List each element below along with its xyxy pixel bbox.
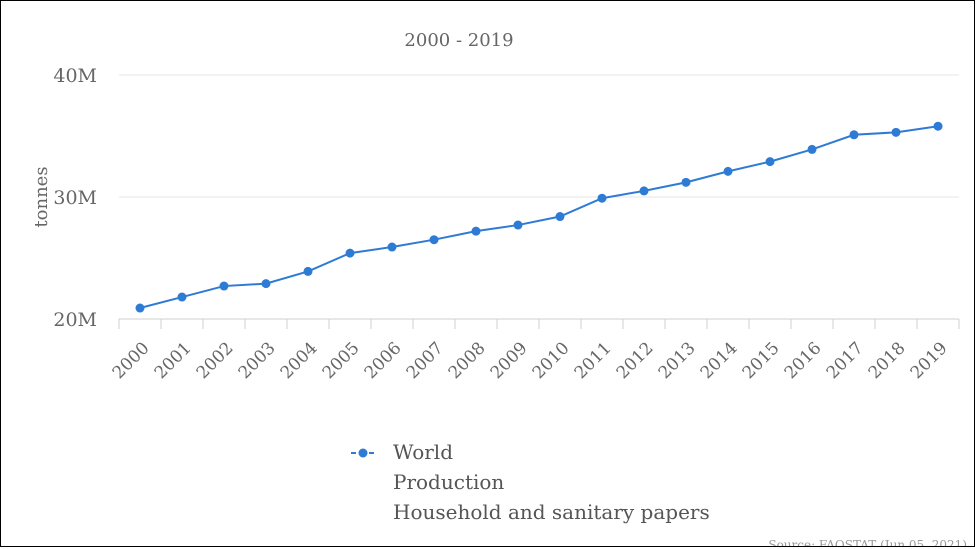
x-tick-label: 2005 (319, 338, 364, 383)
data-point[interactable] (135, 303, 145, 313)
x-tick-label: 2002 (193, 338, 238, 383)
x-tick-label: 2014 (697, 338, 742, 383)
data-point[interactable] (219, 281, 229, 291)
legend-marker-icon (358, 448, 368, 458)
data-point[interactable] (555, 212, 565, 222)
x-tick-label: 2006 (361, 338, 406, 383)
x-tick-label: 2017 (823, 338, 868, 383)
data-point[interactable] (261, 279, 271, 289)
x-tick-label: 2012 (613, 338, 658, 383)
data-point[interactable] (891, 127, 901, 137)
x-tick-label: 2019 (907, 338, 952, 383)
data-point[interactable] (639, 186, 649, 196)
y-axis-ticks: 20M 30M 40M (53, 65, 97, 331)
x-tick-label: 2001 (151, 338, 196, 383)
x-tick-label: 2010 (529, 338, 574, 383)
x-tick-label: 2015 (739, 338, 784, 383)
y-tick-label: 40M (53, 65, 97, 87)
data-point[interactable] (849, 130, 859, 140)
x-tick-label: 2007 (403, 338, 448, 383)
data-point[interactable] (177, 292, 187, 302)
legend[interactable]: World Production Household and sanitary … (351, 440, 710, 524)
data-point[interactable] (681, 177, 691, 187)
series-line-world[interactable] (139, 125, 939, 309)
y-tick-label: 20M (53, 309, 97, 331)
data-point[interactable] (471, 226, 481, 236)
y-tick-label: 30M (53, 187, 97, 209)
x-tick-label: 2009 (487, 338, 532, 383)
data-point[interactable] (387, 242, 397, 252)
x-tick-label: 2004 (277, 338, 322, 383)
data-point[interactable] (429, 235, 439, 245)
data-point[interactable] (765, 157, 775, 167)
chart-subtitle: 2000 - 2019 (404, 30, 513, 51)
legend-item: Household and sanitary papers (393, 500, 710, 524)
data-point[interactable] (807, 144, 817, 154)
data-point[interactable] (597, 193, 607, 203)
x-tick-label: 2008 (445, 338, 490, 383)
x-axis-ticks: 2000200120022003200420052006200720082009… (109, 319, 960, 383)
data-point[interactable] (513, 220, 523, 230)
x-tick-label: 2016 (781, 338, 826, 383)
data-point[interactable] (303, 266, 313, 276)
data-point[interactable] (933, 121, 943, 131)
x-tick-label: 2000 (109, 338, 154, 383)
x-tick-label: 2011 (571, 338, 616, 383)
legend-element: Production (393, 470, 504, 494)
x-tick-label: 2013 (655, 338, 700, 383)
legend-series-name: World (393, 440, 453, 464)
x-tick-label: 2018 (865, 338, 910, 383)
source-note[interactable]: Source: FAOSTAT (Jun 05, 2021) (768, 538, 967, 547)
data-point[interactable] (723, 166, 733, 176)
gridlines (119, 74, 959, 320)
x-tick-label: 2003 (235, 338, 280, 383)
y-axis-label: tonnes (31, 166, 52, 227)
data-point[interactable] (345, 248, 355, 258)
series-world[interactable] (135, 121, 943, 313)
